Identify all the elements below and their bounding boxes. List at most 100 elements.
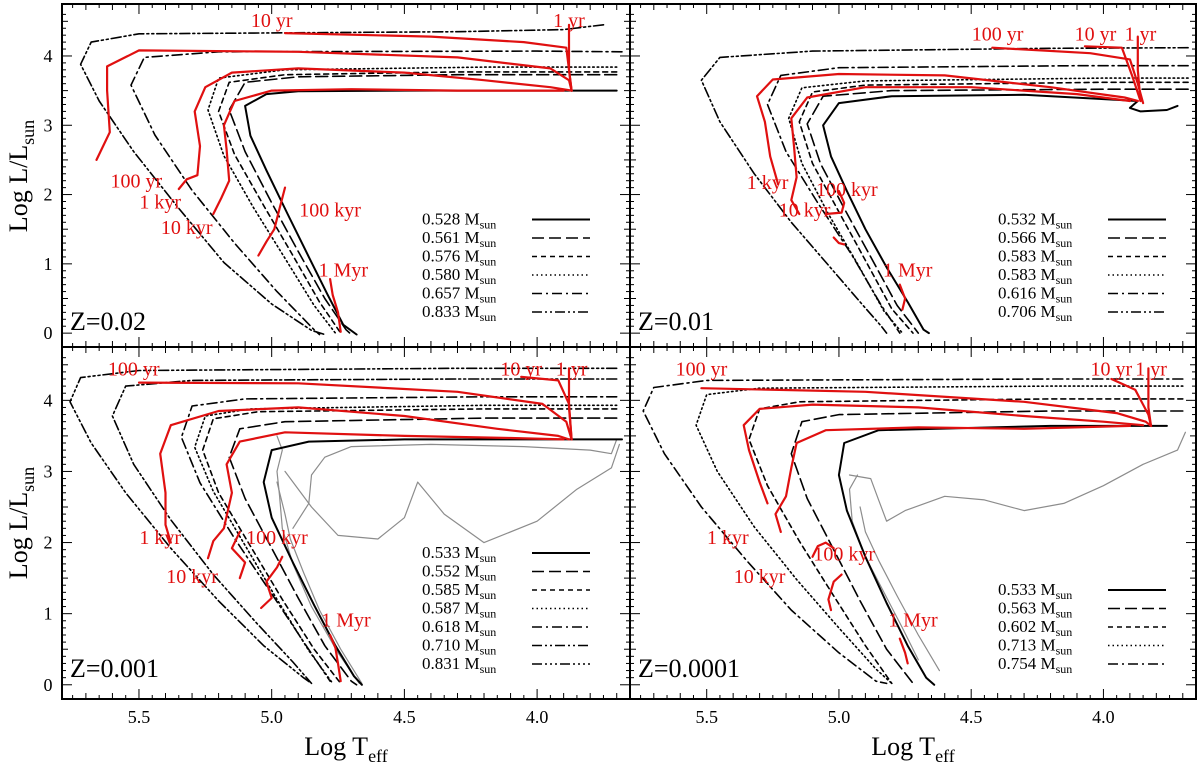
legend-mass-unit: sun — [480, 273, 497, 287]
legend-mass: 0.710 M — [422, 636, 480, 655]
legend-label: 0.618 Msun — [422, 617, 496, 639]
time-label: 1 yr — [553, 10, 585, 32]
born-again-track — [276, 435, 360, 684]
legend-mass: 0.563 M — [998, 599, 1056, 618]
legend-entry: 0.533 Msun — [422, 543, 590, 565]
time-label: 100 kyr — [246, 527, 308, 549]
track-0.710 — [111, 378, 618, 685]
legend-entry: 0.754 Msun — [998, 654, 1166, 676]
time-label: 10 yr — [251, 10, 293, 32]
legend-entry: 0.587 Msun — [422, 599, 590, 621]
legend-mass-unit: sun — [1056, 662, 1073, 676]
time-label: 1 kyr — [707, 527, 749, 549]
x-tick-label: 4.0 — [1092, 707, 1115, 727]
legend-mass: 0.657 M — [422, 284, 480, 303]
legend-mass-unit: sun — [480, 255, 497, 269]
time-label: 10 yr — [1075, 24, 1117, 46]
born-again-track — [276, 481, 363, 684]
x-axis-label-main: Log T — [871, 732, 935, 761]
legend-mass-unit: sun — [1056, 273, 1073, 287]
isochrone-line — [260, 555, 284, 610]
x-tick-label: 4.5 — [960, 707, 983, 727]
legend-mass: 0.533 M — [998, 580, 1056, 599]
time-label: 100 kyr — [299, 200, 361, 222]
x-tick-label: 5.0 — [260, 707, 283, 727]
legend-mass: 0.618 M — [422, 617, 480, 636]
legend-mass-unit: sun — [480, 236, 497, 250]
legend-mass-unit: sun — [1056, 588, 1073, 602]
track-0.616 — [766, 64, 1189, 334]
time-label: 100 kyr — [816, 179, 878, 201]
legend-label: 0.552 Msun — [422, 562, 496, 584]
legend-label: 0.657 Msun — [422, 284, 496, 306]
legend-mass: 0.616 M — [998, 284, 1056, 303]
y-tick-label: 0 — [44, 323, 53, 343]
legend-label: 0.616 Msun — [998, 284, 1072, 306]
time-label: 1 yr — [1125, 24, 1157, 46]
born-again-track — [292, 438, 618, 529]
y-axis-label-sub: sun — [18, 120, 38, 145]
isochrone-line — [1083, 45, 1142, 103]
x-tick-label: 5.0 — [828, 707, 851, 727]
track-0.533 — [837, 424, 1168, 686]
isochrone-line — [177, 67, 573, 191]
legend-entry: 0.533 Msun — [998, 580, 1166, 602]
isochrone-line — [811, 541, 835, 558]
track-0.583 — [787, 77, 1189, 334]
legend-mass: 0.602 M — [998, 617, 1056, 636]
time-label: 10 kyr — [161, 217, 213, 239]
isochrone-line — [230, 530, 247, 580]
legend-mass-unit: sun — [480, 292, 497, 306]
legend-label: 0.706 Msun — [998, 302, 1072, 324]
legend-mass: 0.706 M — [998, 302, 1056, 321]
legend-label: 0.583 Msun — [998, 247, 1072, 269]
x-axis-label-left: Log Teff — [304, 732, 387, 766]
isochrone-line — [329, 278, 342, 333]
legend-mass-unit: sun — [480, 310, 497, 324]
legend-label: 0.583 Msun — [998, 265, 1072, 287]
born-again-track — [284, 443, 620, 544]
legend-mass: 0.528 M — [422, 210, 480, 229]
legend-mass-unit: sun — [1056, 607, 1073, 621]
isochrone-line — [159, 406, 571, 544]
legend-mass-unit: sun — [480, 570, 497, 584]
legend-mass: 0.713 M — [998, 636, 1056, 655]
y-axis-label-main: Log L/L — [4, 492, 33, 579]
legend-mass-unit: sun — [1056, 625, 1073, 639]
y-tick-label: 1 — [44, 254, 53, 274]
legend-entry: 0.563 Msun — [998, 599, 1166, 621]
legend-mass-unit: sun — [1056, 644, 1073, 658]
time-label: 1 kyr — [139, 527, 181, 549]
tracks-layer — [79, 23, 623, 336]
legend-mass-unit: sun — [1056, 310, 1073, 324]
panel-frame — [61, 346, 631, 700]
time-label: 1 kyr — [139, 191, 181, 213]
legend-label: 0.576 Msun — [422, 247, 496, 269]
metallicity-label: Z=0.01 — [638, 307, 714, 336]
isochrone-line — [898, 283, 907, 311]
track-0.580 — [207, 66, 618, 334]
track-0.585 — [201, 408, 618, 685]
y-axis-label-top: Log L/Lsun — [4, 120, 38, 232]
time-label: 100 yr — [972, 24, 1024, 46]
time-label: 10 kyr — [734, 566, 786, 588]
time-label: 1 Myr — [321, 609, 371, 631]
legend-label: 0.587 Msun — [422, 599, 496, 621]
legend-mass: 0.831 M — [422, 654, 480, 673]
legend-entry: 0.706 Msun — [998, 302, 1166, 324]
time-label: 100 yr — [110, 171, 162, 193]
y-tick-label: 2 — [44, 533, 53, 553]
tracks-layer — [642, 367, 1186, 686]
x-tick-label: 5.5 — [695, 707, 718, 727]
legend-label: 0.713 Msun — [998, 636, 1072, 658]
isochrone-line — [790, 86, 1131, 216]
legend-mass-unit: sun — [1056, 236, 1073, 250]
legend-mass: 0.561 M — [422, 228, 480, 247]
legend-entry: 0.583 Msun — [998, 265, 1166, 287]
